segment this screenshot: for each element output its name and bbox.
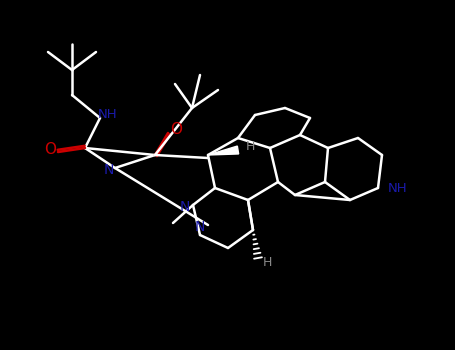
Text: O: O (170, 121, 182, 136)
Text: O: O (44, 142, 56, 158)
Text: NH: NH (98, 107, 118, 120)
Text: NH: NH (388, 182, 408, 195)
Text: N: N (195, 220, 205, 234)
Text: N: N (180, 200, 190, 214)
Text: H: H (263, 256, 272, 268)
Text: N: N (104, 163, 114, 177)
Text: H: H (245, 140, 255, 154)
Polygon shape (208, 146, 239, 155)
